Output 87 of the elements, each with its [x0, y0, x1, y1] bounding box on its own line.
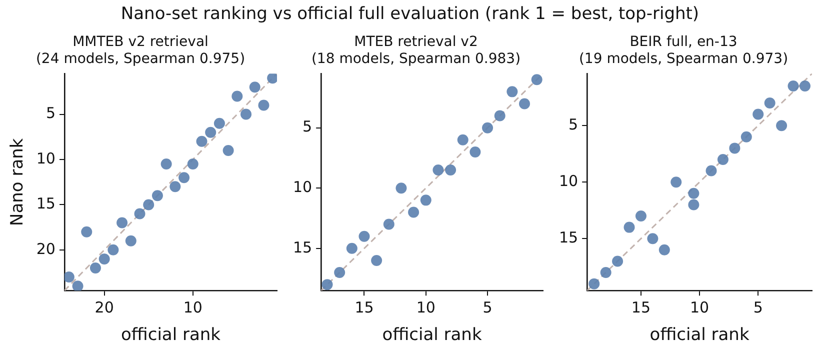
point: [222, 144, 234, 156]
point: [519, 98, 530, 110]
point: [531, 74, 542, 86]
y-tick-label: 5: [46, 104, 56, 122]
point: [334, 267, 346, 278]
point: [635, 210, 646, 222]
y-tick-label: 15: [292, 238, 312, 256]
x-axis-title: official rank: [382, 325, 482, 346]
point: [196, 136, 208, 147]
x-axis-title: official rank: [650, 325, 750, 346]
point: [445, 164, 456, 176]
y-tick-label: 15: [36, 194, 56, 213]
y-tick-label: 20: [36, 240, 56, 258]
point: [322, 279, 333, 290]
point: [371, 254, 382, 266]
point: [457, 134, 468, 146]
point: [90, 262, 101, 274]
point: [717, 154, 728, 165]
point: [776, 120, 788, 132]
point: [688, 199, 700, 210]
x-tick-label: 10: [690, 298, 710, 316]
point: [134, 208, 146, 220]
point: [600, 267, 612, 278]
point: [432, 164, 444, 176]
point: [214, 118, 225, 129]
x-tick-label: 5: [482, 298, 492, 316]
point: [752, 108, 764, 120]
point: [408, 206, 420, 218]
point: [81, 226, 92, 238]
chart-subtitle: BEIR full, en-13 (19 models, Spearman 0.973): [578, 34, 788, 67]
point: [624, 222, 635, 233]
point: [788, 80, 799, 92]
chart-subtitle: MTEB retrieval v2 (18 models, Spearman 0.983): [311, 34, 521, 67]
x-tick-label: 15: [631, 298, 651, 316]
y-tick-label: 10: [558, 172, 578, 190]
y-tick-label: 10: [36, 149, 56, 168]
point: [764, 97, 776, 108]
point: [72, 280, 84, 291]
point: [470, 146, 481, 158]
point: [612, 256, 624, 267]
point: [799, 80, 810, 92]
x-tick-label: 5: [753, 298, 763, 316]
point: [383, 218, 394, 230]
point: [64, 272, 74, 283]
point: [706, 165, 717, 176]
point: [729, 142, 740, 154]
point: [205, 126, 216, 138]
point: [647, 233, 658, 244]
x-tick-label: 10: [183, 298, 202, 316]
x-tick-label: 20: [94, 298, 114, 316]
point: [688, 188, 700, 199]
point: [670, 176, 682, 188]
point: [267, 74, 277, 84]
point: [420, 194, 432, 206]
y-tick-label: 5: [568, 115, 578, 134]
point: [232, 90, 243, 102]
point: [143, 199, 154, 210]
point: [108, 244, 119, 256]
point: [358, 230, 370, 242]
x-axis-title: official rank: [121, 325, 221, 346]
point: [494, 110, 506, 122]
point: [125, 235, 136, 246]
point: [396, 182, 407, 194]
point: [740, 131, 752, 142]
point: [116, 217, 128, 228]
point: [658, 244, 670, 256]
y-tick-label: 5: [302, 118, 312, 136]
point: [249, 82, 260, 93]
point: [240, 108, 252, 120]
point: [506, 86, 518, 98]
y-tick-label: 10: [292, 178, 312, 196]
point: [346, 242, 358, 254]
point: [258, 100, 270, 111]
chart-subtitle: MMTEB v2 retrieval (24 models, Spearman 0.975): [36, 34, 246, 67]
point: [98, 253, 110, 264]
y-tick-label: 15: [558, 228, 578, 246]
point: [152, 190, 163, 202]
point: [170, 181, 181, 192]
x-tick-label: 10: [416, 298, 436, 316]
point: [178, 172, 190, 184]
y-axis-title: Nano rank: [8, 138, 28, 226]
point: [187, 158, 198, 170]
point: [482, 122, 494, 134]
point: [588, 278, 600, 290]
point: [160, 158, 172, 170]
text: Nano-set ranking vs official full evaluation (rank 1 = best, top-right): [120, 4, 700, 24]
x-tick-label: 15: [354, 298, 374, 316]
